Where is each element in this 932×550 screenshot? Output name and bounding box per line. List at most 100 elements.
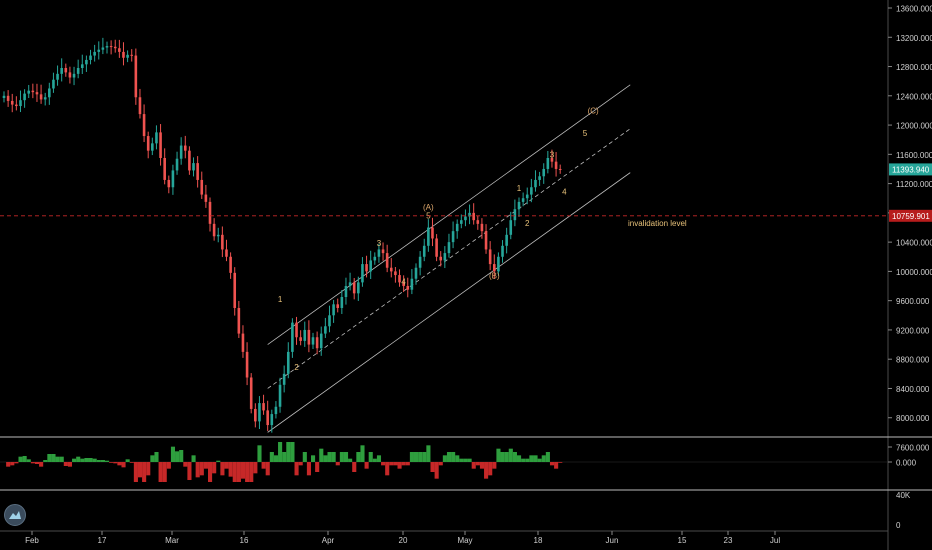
candle-body	[80, 64, 84, 68]
candle-body	[303, 329, 307, 341]
oscillator-bar	[352, 462, 357, 472]
oscillator-bar	[273, 455, 279, 462]
candle-body	[101, 47, 105, 50]
oscillator-bar	[117, 462, 122, 466]
oscillator-bar	[109, 462, 114, 463]
oscillator-bar	[475, 462, 480, 466]
candle-body	[113, 46, 117, 49]
candle-body	[431, 227, 434, 239]
oscillator-bar	[306, 462, 311, 476]
oscillator-bar	[335, 462, 340, 466]
time-tick-label: 16	[240, 536, 249, 545]
candle-body	[439, 256, 443, 261]
candle-body	[509, 220, 513, 235]
candle-body	[105, 46, 109, 48]
candle-body	[365, 264, 368, 272]
oscillator-bar	[154, 452, 159, 462]
price-tick-label: 8000.000	[896, 414, 930, 423]
oscillator-bar	[30, 462, 35, 464]
price-tick-label: 11600.000	[896, 151, 932, 160]
time-tick-label: 23	[724, 536, 733, 545]
channel-upper-line[interactable]	[267, 84, 631, 345]
oscillator-bar	[228, 462, 233, 477]
oscillator-bar	[455, 455, 460, 462]
wave-label: 3	[550, 150, 555, 159]
oscillator-bar	[467, 458, 472, 462]
oscillator-bar	[269, 452, 274, 462]
oscillator-bar	[446, 452, 452, 462]
candle-body	[410, 278, 414, 290]
oscillator-bar	[195, 462, 200, 478]
oscillator-bar	[253, 462, 258, 474]
oscillator-bar	[302, 452, 307, 462]
candle-body	[517, 201, 521, 210]
oscillator-bar	[105, 460, 110, 462]
oscillator-bar	[471, 462, 476, 469]
candle-body	[328, 315, 331, 327]
oscillator-bar	[537, 458, 542, 462]
oscillator-bar	[393, 462, 398, 466]
time-axis[interactable]: Feb 17 Mar 16 Apr 20 May 18 Jun 15 23 Jul	[0, 530, 888, 545]
oscillator-bar	[356, 452, 361, 462]
price-axis[interactable]: 13600.000 13200.000 12800.000 12400.000 1200…	[887, 0, 932, 550]
oscillator-bar	[249, 462, 254, 482]
price-tick-label: 13200.000	[896, 34, 932, 43]
channel-median-line[interactable]	[267, 128, 631, 389]
oscillator-bar	[500, 452, 505, 462]
candle-body	[225, 249, 228, 257]
candle-body	[270, 414, 274, 426]
candle-body	[286, 351, 290, 374]
invalidation-price-text: 10759.901	[892, 212, 930, 221]
candle-body	[488, 249, 492, 265]
oscillator-bar	[51, 454, 56, 462]
oscillator-bar	[63, 462, 68, 466]
logo-icon[interactable]	[4, 504, 26, 526]
oscillator-bar	[430, 462, 435, 472]
candle-body	[282, 373, 286, 385]
oscillator-bar	[59, 456, 64, 462]
candle-body	[546, 157, 550, 169]
oscillator-bar	[488, 462, 493, 476]
candle-body	[344, 286, 348, 298]
time-tick-label: Jun	[606, 536, 619, 545]
candle-body	[175, 158, 179, 171]
candle-body	[89, 55, 92, 60]
candle-body	[188, 150, 191, 171]
candle-body	[443, 253, 447, 261]
wave-label: (B)	[489, 272, 500, 281]
candle-body	[85, 59, 88, 65]
candle-body	[352, 282, 356, 294]
invalidation-line[interactable]: invalidation level 10759.901	[0, 209, 932, 228]
candle-body	[468, 212, 471, 217]
candle-body	[505, 234, 508, 246]
invalidation-price-tag	[889, 209, 932, 222]
oscillator-bar	[409, 452, 414, 462]
candle-body	[6, 95, 10, 101]
wave-label: 4	[401, 278, 406, 287]
oscillator-bar	[261, 462, 266, 469]
price-tick-label: 8800.000	[896, 356, 930, 365]
candle-body	[418, 256, 422, 268]
candle-body	[464, 216, 467, 221]
candle-body	[229, 256, 232, 273]
price-tick-label: 13600.000	[896, 5, 932, 14]
candle-body	[258, 403, 261, 422]
oscillator-bar	[414, 452, 419, 462]
oscillator-bar	[6, 462, 11, 467]
candle-body	[142, 114, 146, 137]
candle-body	[15, 104, 18, 107]
candle-body	[377, 249, 381, 257]
candle-body	[455, 223, 459, 232]
pane-separators[interactable]	[0, 436, 932, 491]
oscillator-bar	[22, 456, 27, 462]
candle-body	[447, 242, 451, 254]
oscillator-bar	[323, 455, 328, 462]
candle-body	[2, 95, 6, 98]
oscillator-bar	[203, 462, 208, 469]
candle-body	[241, 333, 245, 352]
candle-body	[179, 145, 183, 159]
price-tick-label: 10400.000	[896, 239, 932, 248]
time-tick-label: Feb	[25, 536, 39, 545]
oscillator-bar	[512, 452, 517, 462]
